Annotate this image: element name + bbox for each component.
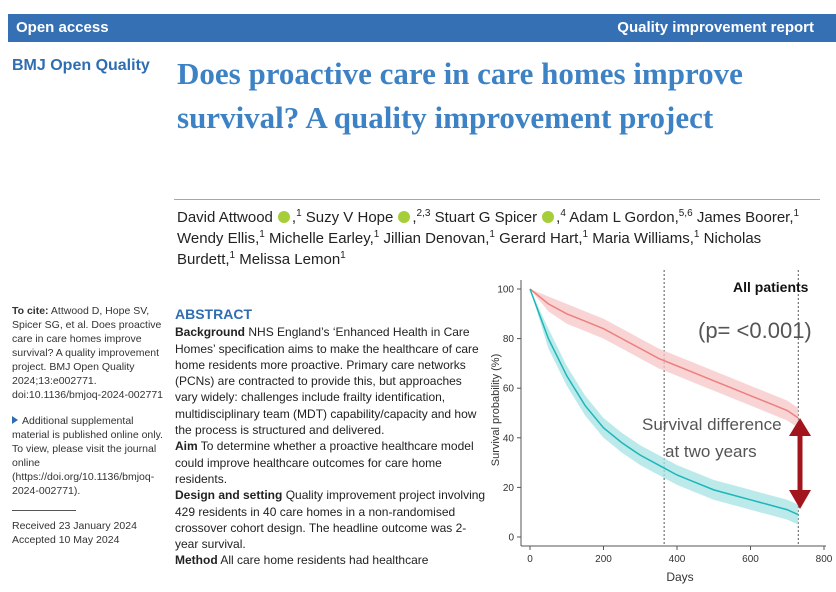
separator: ,: [369, 230, 374, 247]
author-name: Adam L Gordon: [569, 209, 675, 226]
abstract-section: Background NHS England’s ‘Enhanced Healt…: [175, 324, 487, 438]
orcid-icon: [542, 211, 555, 223]
separator: ,: [291, 209, 297, 226]
y-tick-label: 0: [508, 533, 514, 544]
header-right: Quality improvement report: [617, 19, 814, 36]
author-name: James Boorer: [696, 209, 790, 226]
section-text: NHS England’s ‘Enhanced Health in Care H…: [175, 325, 479, 438]
abstract: ABSTRACT Background NHS England’s ‘Enhan…: [175, 306, 487, 569]
x-tick-label: 600: [742, 554, 759, 565]
sidebar: To cite: Attwood D, Hope SV, Spicer SG, …: [12, 304, 164, 547]
x-tick-label: 0: [527, 554, 533, 565]
difference-label: at two years: [665, 442, 757, 461]
arrow-head: [789, 418, 811, 436]
author-name: Wendy Ellis: [177, 230, 256, 247]
section-label: Design and setting: [175, 488, 283, 503]
y-tick-label: 80: [503, 334, 515, 345]
y-axis-label: Survival probability (%): [490, 354, 502, 466]
x-tick-label: 400: [669, 554, 686, 565]
author-name: Jillian Denovan: [383, 230, 486, 247]
x-tick-label: 200: [595, 554, 612, 565]
affiliation: 4: [560, 208, 566, 219]
y-tick-label: 60: [503, 384, 515, 395]
affiliation: 1: [373, 229, 380, 240]
separator: ,: [674, 209, 679, 226]
abstract-section: Aim To determine whether a proactive hea…: [175, 438, 487, 487]
sidebar-rule: [12, 510, 76, 511]
orcid-icon: [277, 211, 290, 223]
p-value: (p= <0.001): [698, 318, 812, 343]
affiliation: 1: [582, 229, 589, 240]
separator: ,: [225, 251, 230, 268]
header-bar: [8, 14, 836, 42]
abstract-body: Background NHS England’s ‘Enhanced Healt…: [175, 324, 487, 568]
author-name: Suzy V Hope: [305, 209, 394, 226]
article-title: Does proactive care in care homes improv…: [177, 56, 743, 135]
affiliation: 1: [693, 229, 700, 240]
section-label: Method: [175, 553, 218, 568]
author-name: Michelle Earley: [269, 230, 370, 247]
section-text: All care home residents had healthcare: [220, 553, 429, 568]
separator: ,: [578, 230, 583, 247]
affiliation: 1: [229, 250, 236, 261]
author-name: Melissa Lemon: [239, 251, 341, 268]
separator: ,: [485, 230, 490, 247]
affiliation: 1: [296, 208, 302, 219]
affiliation: 1: [340, 250, 346, 261]
difference-label: Survival difference: [642, 415, 782, 434]
supplement-text: Additional supplemental material is publ…: [12, 415, 163, 497]
author-name: Gerard Hart: [499, 230, 579, 247]
orcid-icon: [398, 211, 411, 223]
separator: ,: [689, 230, 694, 247]
arrow-head: [789, 490, 811, 509]
author-name: Stuart G Spicer: [434, 209, 538, 226]
chart: 0 20 40 60 80 100 0 200 400 600 800 Days Survival pr…: [490, 270, 833, 584]
affiliation: 2,3: [416, 208, 431, 219]
separator: ,: [412, 209, 417, 226]
chart-panel: 0 20 40 60 80 100 0 200 400 600 800 Days Survival pr…: [490, 270, 836, 587]
x-axis-label: Days: [666, 570, 693, 584]
affiliation: 1: [489, 229, 495, 240]
author-name: David Attwood: [177, 209, 273, 226]
separator: ,: [789, 209, 794, 226]
section-label: Aim: [175, 439, 198, 454]
abstract-section: Design and setting Quality improvement p…: [175, 487, 487, 552]
confidence-band: [530, 289, 799, 525]
chart-title: All patients: [733, 279, 809, 295]
affiliation: 1: [259, 229, 265, 240]
bullet: [12, 416, 18, 424]
survival-line: [529, 288, 799, 419]
confidence-band: [530, 289, 799, 428]
section-text: Quality improvement project involving 42…: [175, 488, 486, 552]
abstract-section: Method All care home residents had healt…: [175, 552, 487, 568]
survival-line: [529, 288, 799, 516]
citation: To cite: Attwood D, Hope SV, Spicer SG, …: [12, 304, 164, 402]
section-text: To determine whether a proactive healthc…: [175, 439, 474, 486]
separator: ,: [255, 230, 260, 247]
cite-text: Attwood D, Hope SV, Spicer SG, et al. Do…: [12, 305, 164, 401]
affiliation: 1: [793, 208, 800, 219]
y-tick-label: 100: [497, 285, 514, 296]
header-left: Open access: [16, 19, 109, 36]
supplement: Additional supplemental material is publ…: [12, 414, 164, 498]
section-label: Background: [175, 325, 246, 340]
affiliation: 5,6: [678, 208, 693, 219]
received: Received 23 January 2024: [12, 520, 137, 532]
y-tick-label: 20: [503, 483, 515, 494]
accepted: Accepted 10 May 2024: [12, 534, 120, 546]
cite-label: To cite:: [12, 305, 49, 317]
author-name: Nicholas Burdett: [177, 230, 762, 268]
abstract-heading: ABSTRACT: [175, 306, 252, 322]
separator: ,: [556, 209, 561, 226]
title-rule: [174, 199, 820, 200]
author-list: David Attwood ,1 Suzy V Hope ,2,3 Stuart G…: [177, 207, 817, 270]
author-name: Maria Williams: [592, 230, 690, 247]
y-tick-label: 40: [503, 433, 515, 444]
journal-name: BMJ Open Quality: [12, 57, 150, 74]
x-tick-label: 800: [816, 554, 833, 565]
